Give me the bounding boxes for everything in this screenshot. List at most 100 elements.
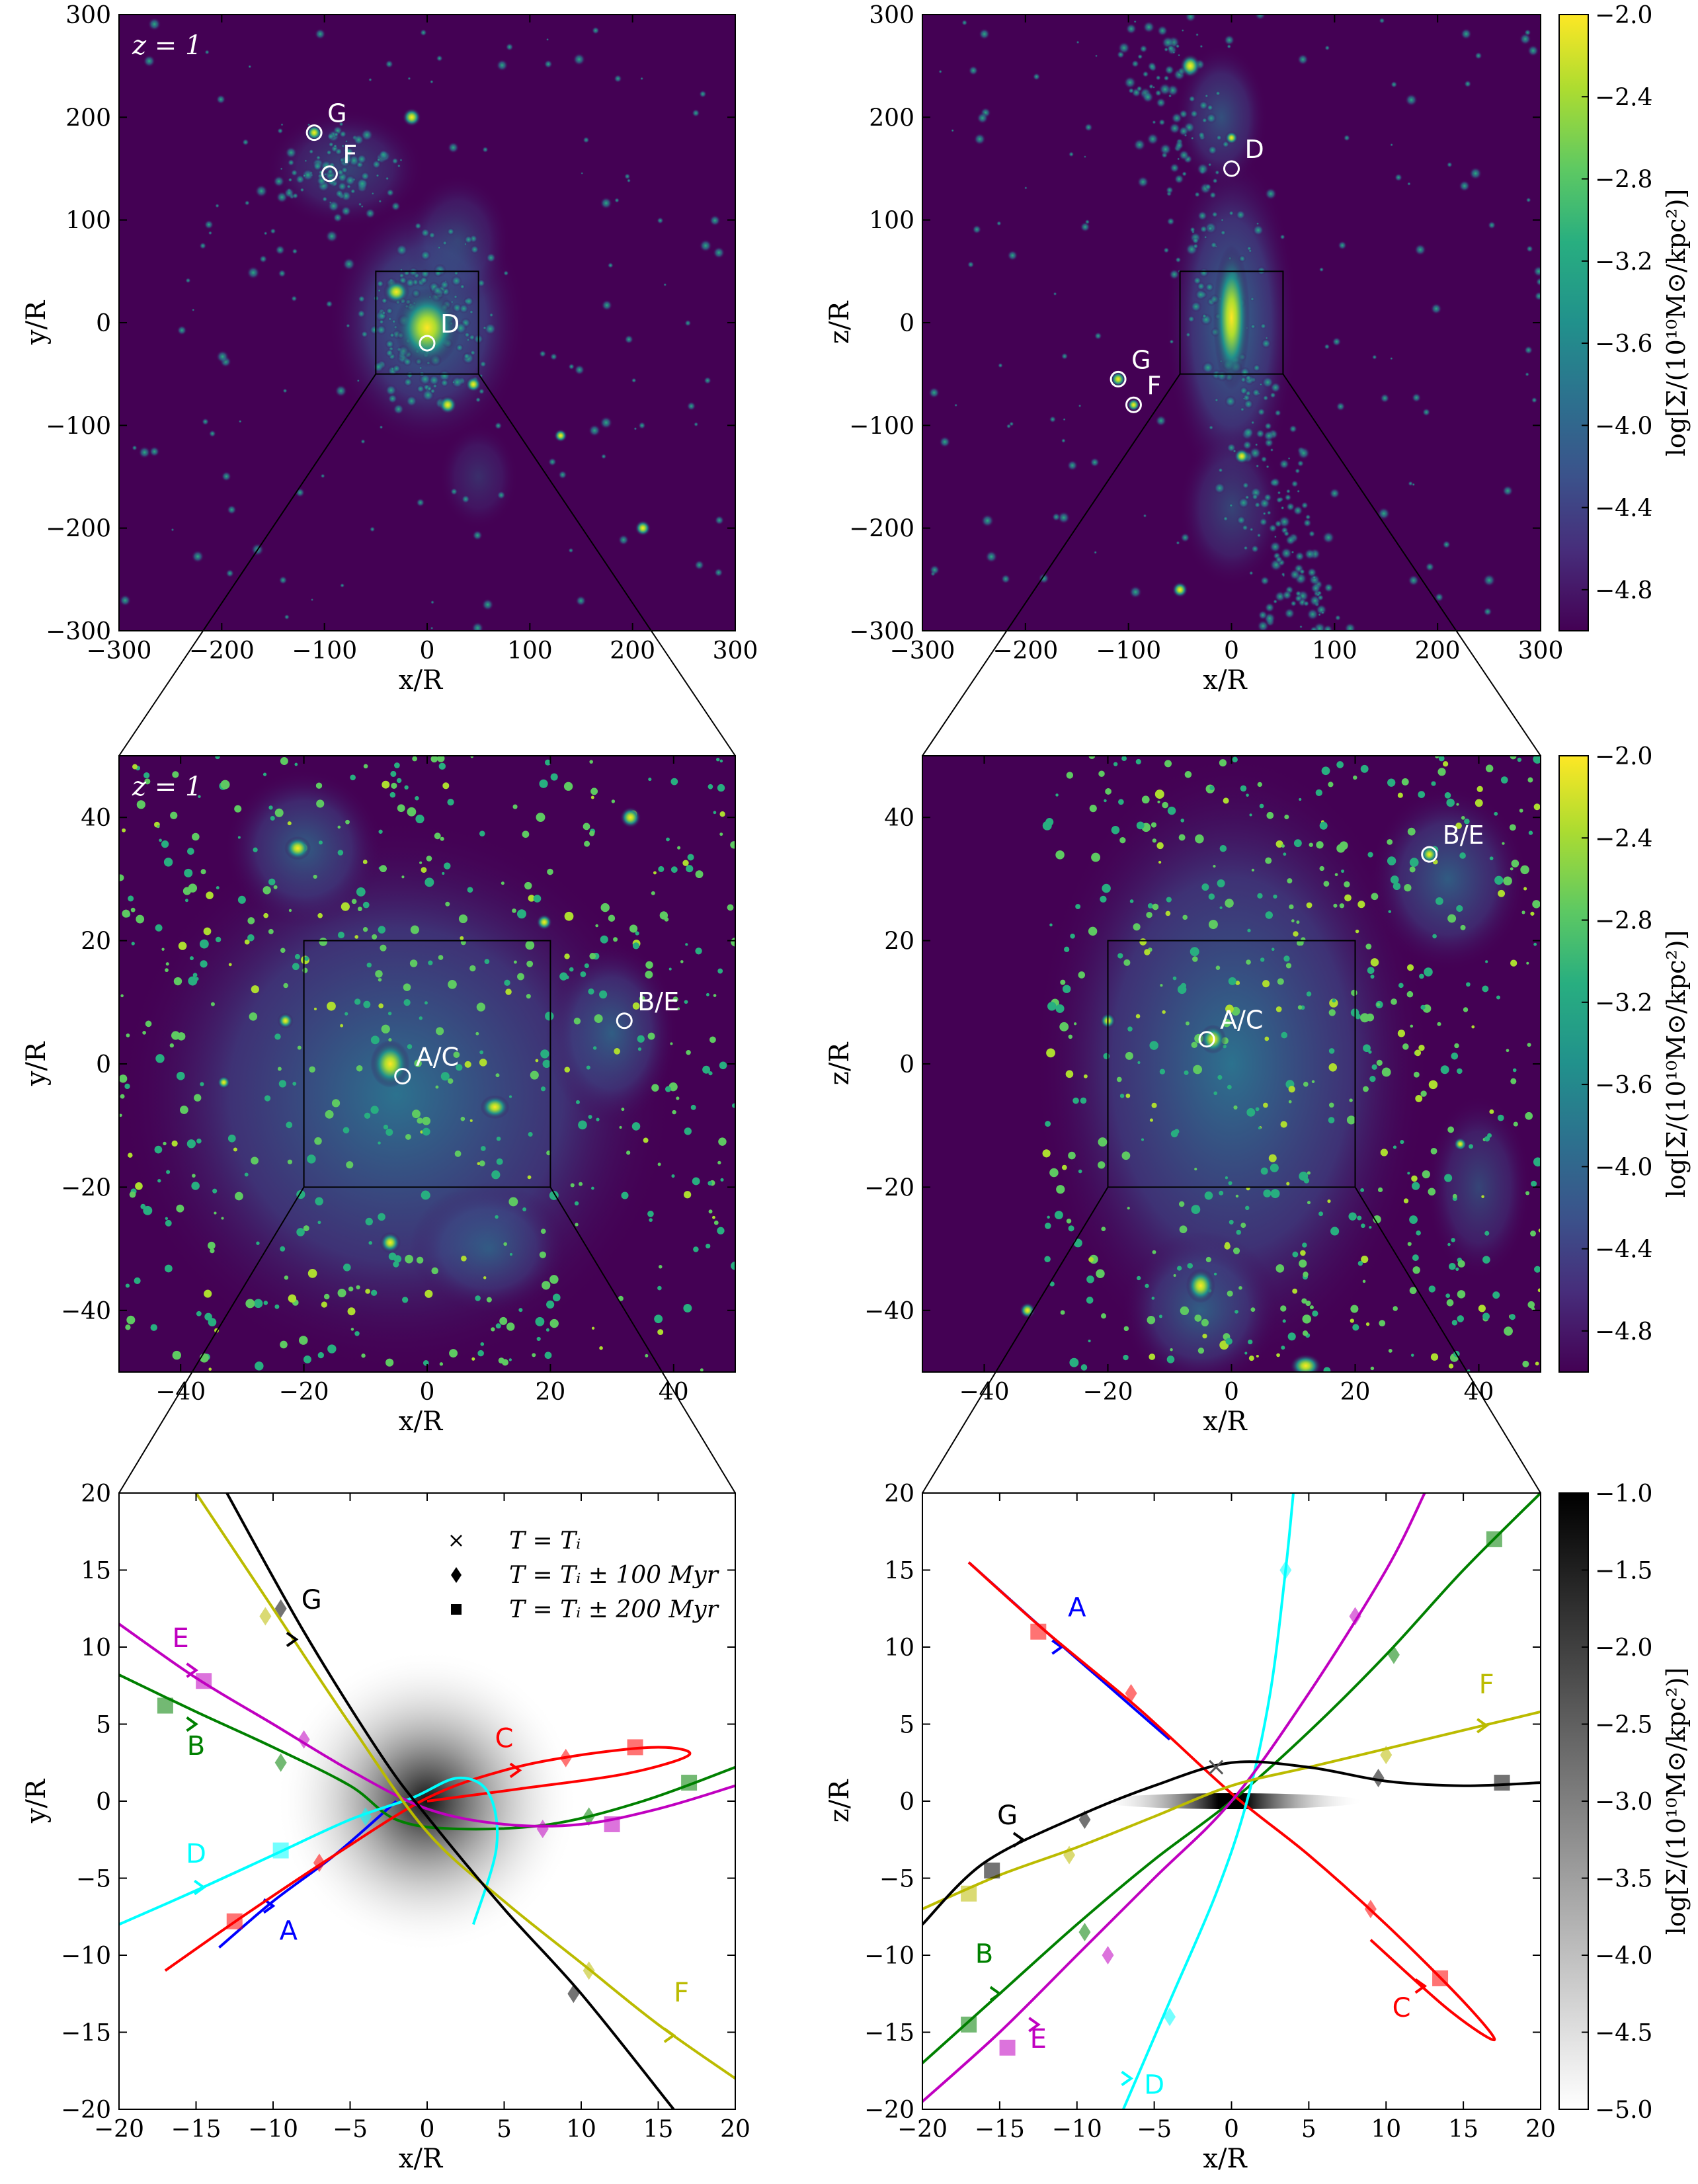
substructure-clump (1307, 567, 1317, 578)
y-tick-label: 20 (884, 1480, 914, 1508)
substructure-clump (1409, 866, 1416, 873)
substructure-clump (699, 239, 712, 253)
substructure-clump (253, 1299, 263, 1309)
substructure-clump (1255, 464, 1260, 468)
bright-core (380, 1232, 401, 1254)
bright-core (1172, 581, 1188, 598)
substructure-clump (1483, 607, 1492, 616)
substructure-clump (268, 928, 274, 934)
substructure-clump (546, 1300, 555, 1309)
substructure-clump (1509, 824, 1516, 831)
substructure-clump (1309, 842, 1313, 847)
substructure-clump (1306, 608, 1319, 621)
substructure-clump (1155, 97, 1166, 108)
substructure-clump (591, 1326, 595, 1330)
substructure-clump (1223, 516, 1229, 522)
substructure-clump (1201, 313, 1207, 319)
substructure-clump (1456, 803, 1459, 806)
substructure-clump (1078, 404, 1082, 408)
substructure-clump (709, 214, 721, 226)
substructure-clump (1233, 1105, 1238, 1110)
substructure-clump (1129, 585, 1143, 599)
substructure-clump (478, 388, 485, 395)
substructure-clump (1530, 911, 1535, 916)
substructure-clump (1086, 1297, 1094, 1304)
substructure-clump (1476, 786, 1483, 792)
y-tick-label: 10 (884, 1635, 914, 1662)
substructure-clump (1143, 20, 1155, 34)
substructure-clump (1137, 1061, 1141, 1065)
y-tick-label: 100 (65, 208, 111, 235)
substructure-clump (1511, 860, 1519, 868)
substructure-clump (1482, 1313, 1490, 1320)
substructure-clump (1169, 163, 1180, 173)
substructure-clump (694, 422, 699, 427)
substructure-clump (1065, 1070, 1074, 1078)
substructure-clump (1068, 1225, 1074, 1232)
substructure-clump (573, 1018, 581, 1025)
substructure-clump (1133, 923, 1141, 931)
substructure-clump (540, 1086, 546, 1092)
zoom-connector (549, 1186, 736, 1494)
substructure-clump (1062, 985, 1071, 993)
substructure-clump (712, 246, 725, 259)
substructure-clump (651, 1084, 659, 1092)
substructure-clump (483, 1276, 487, 1279)
substructure-clump (1166, 217, 1175, 226)
zoom-region-box (375, 270, 479, 375)
substructure-clump (1116, 1076, 1122, 1082)
substructure-clump (568, 547, 574, 553)
substructure-clump (1101, 1227, 1106, 1232)
satellite-marker (1421, 846, 1438, 863)
substructure-clump (309, 1066, 315, 1073)
substructure-clump (458, 303, 469, 314)
substructure-clump (1215, 91, 1221, 97)
substructure-clump (549, 352, 558, 361)
substructure-clump (1357, 1260, 1363, 1266)
substructure-clump (1523, 345, 1533, 355)
substructure-clump (403, 377, 413, 387)
substructure-clump (591, 1186, 594, 1190)
substructure-clump (1180, 532, 1190, 543)
substructure-clump (545, 759, 551, 766)
substructure-clump (693, 1246, 699, 1252)
substructure-clump (1482, 985, 1489, 992)
substructure-clump (1244, 1352, 1248, 1355)
substructure-clump (1192, 956, 1198, 962)
substructure-clump (547, 868, 553, 875)
substructure-clump (1209, 786, 1215, 791)
substructure-clump (1147, 61, 1157, 71)
substructure-clump (1254, 15, 1266, 20)
substructure-clump (619, 1125, 622, 1129)
substructure-clump (1334, 873, 1338, 877)
substructure-clump (1303, 1081, 1309, 1087)
substructure-clump (663, 283, 667, 287)
substructure-clump (600, 196, 612, 210)
substructure-clump (415, 795, 419, 801)
substructure-clump (1128, 87, 1135, 94)
substructure-clump (1428, 1080, 1438, 1090)
substructure-clump (321, 1301, 327, 1308)
substructure-clump (393, 403, 405, 415)
substructure-clump (1303, 600, 1310, 607)
substructure-clump (274, 808, 284, 817)
substructure-clump (1180, 1306, 1190, 1316)
substructure-clump (713, 1220, 719, 1225)
substructure-clump (428, 374, 440, 386)
substructure-clump (1254, 443, 1258, 447)
substructure-clump (1336, 844, 1346, 853)
substructure-clump (1280, 1305, 1287, 1312)
substructure-clump (1248, 1355, 1254, 1361)
substructure-clump (1294, 594, 1303, 603)
colorbar-tick-label: −4.4 (1595, 495, 1652, 522)
substructure-clump (352, 134, 365, 146)
substructure-clump (654, 1314, 663, 1324)
y-tick-label: −5 (76, 1866, 111, 1893)
substructure-clump (1201, 361, 1215, 374)
substructure-clump (730, 841, 735, 849)
substructure-clump (1299, 1259, 1307, 1268)
substructure-clump (525, 940, 535, 950)
substructure-clump (1393, 882, 1401, 891)
substructure-clump (337, 181, 348, 192)
